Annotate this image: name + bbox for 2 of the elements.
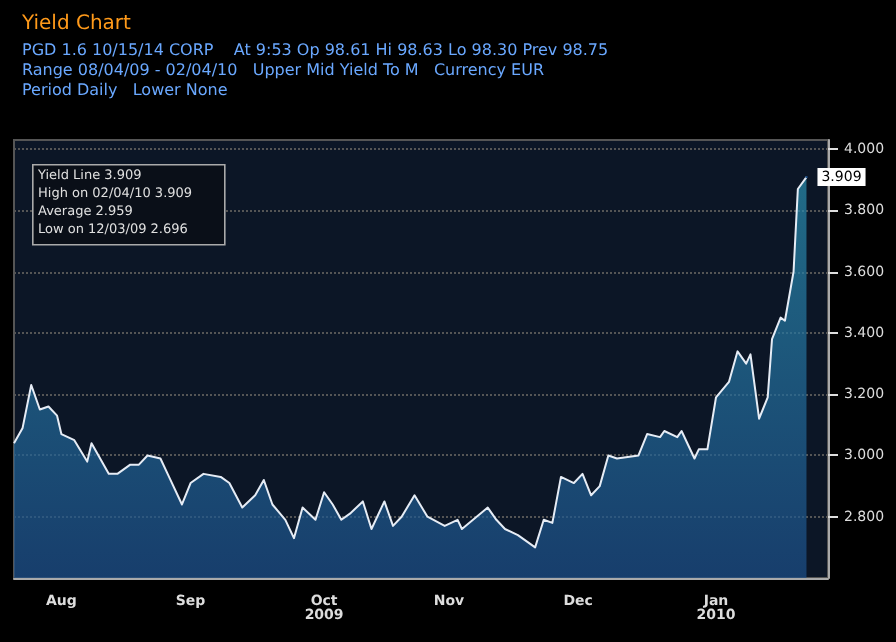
chart-subtitle: PGD 1.6 10/15/14 CORP At 9:53 Op 98.61 Hi 98.63 Lo 98.30 Prev 98.75 Range 08/04/09 - 02/04/10 Upper Mid Yield To M Currency EUR Period Daily Lower None xyxy=(22,41,609,99)
chart-title: Yield Chart xyxy=(20,13,132,35)
